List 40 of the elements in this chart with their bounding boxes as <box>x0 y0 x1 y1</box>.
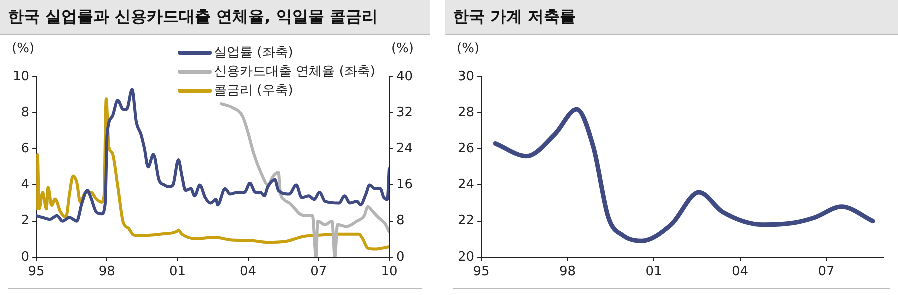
y-tick-label: 0 <box>21 250 30 265</box>
y-axis-title: (%) <box>457 41 480 56</box>
legend-label: 신용카드대출 연체율 (좌축) <box>214 64 376 80</box>
x-tick-label: 95 <box>473 264 490 280</box>
y2-tick-label: 8 <box>396 214 405 229</box>
x-tick-label: 01 <box>646 264 662 280</box>
y-tick-label: 22 <box>458 214 475 229</box>
line-series <box>493 107 876 244</box>
legend-label: 콜금리 (우축) <box>214 83 294 98</box>
y-tick-label: 26 <box>458 142 475 157</box>
legend-label: 실업률 (좌축) <box>214 45 294 60</box>
y-tick-label: 2 <box>21 214 30 229</box>
y-tick-label: 10 <box>12 69 30 84</box>
y2-tick-label: 32 <box>396 105 414 120</box>
x-tick-label: 98 <box>98 264 116 280</box>
x-tick-label: 07 <box>310 264 328 280</box>
line-series <box>220 102 390 258</box>
x-tick-label: 01 <box>169 264 186 280</box>
y-tick-label: 24 <box>458 178 475 193</box>
y-tick-label: 28 <box>458 105 475 120</box>
y-axis-title: (%) <box>12 41 35 56</box>
y-tick-label: 6 <box>21 142 30 157</box>
y-tick-label: 8 <box>21 105 30 120</box>
x-tick-label: 95 <box>28 264 45 280</box>
y2-tick-label: 16 <box>396 178 414 193</box>
y-tick-label: 20 <box>458 250 475 265</box>
y-tick-label: 30 <box>458 69 475 84</box>
chart-title: 한국 실업률과 신용카드대출 연체율, 익일물 콜금리 <box>0 0 430 35</box>
chart-title: 한국 가계 저축률 <box>445 0 898 35</box>
x-tick-label: 07 <box>818 264 835 280</box>
y2-tick-label: 40 <box>396 69 414 84</box>
x-tick-label: 04 <box>240 264 257 280</box>
y2-tick-label: 24 <box>396 142 414 157</box>
x-tick-label: 04 <box>732 264 749 280</box>
line-series <box>36 98 390 251</box>
y-tick-label: 4 <box>21 178 30 193</box>
x-tick-label: 98 <box>560 264 576 280</box>
x-tick-label: 10 <box>381 264 398 280</box>
y2-tick-label: 0 <box>396 250 405 265</box>
y2-axis-title: (%) <box>391 41 414 56</box>
